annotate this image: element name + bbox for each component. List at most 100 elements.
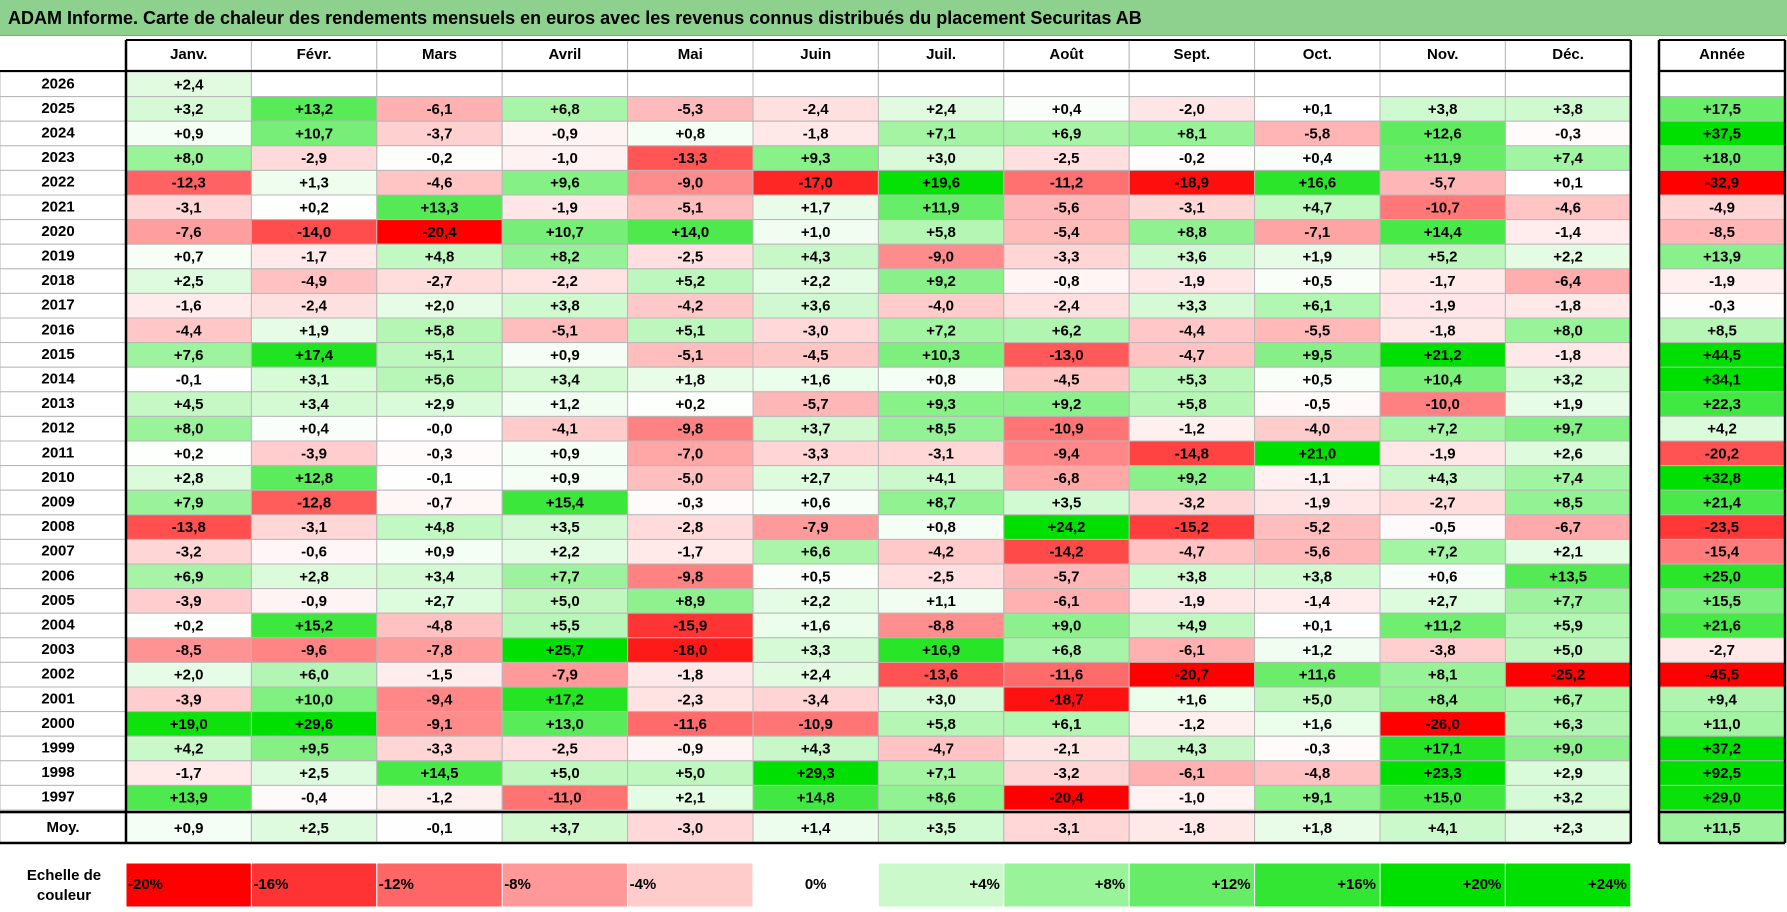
heatmap-cell-value: +4,2: [174, 740, 204, 757]
annual-cell: [1658, 71, 1786, 98]
heatmap-cell-value: -14,2: [1049, 544, 1083, 561]
annual-cell: [1658, 169, 1786, 196]
heatmap-cell-value: +7,2: [1428, 421, 1458, 438]
heatmap-cell-value: -3,3: [427, 740, 453, 757]
heatmap-cell: [627, 760, 754, 786]
heatmap-cell-value: +2,2: [1553, 248, 1583, 265]
heatmap-cell: [1128, 169, 1256, 196]
heatmap-cell: [752, 465, 879, 491]
heatmap-cell: [1379, 514, 1506, 540]
heatmap-cell-value: +2,1: [675, 790, 705, 807]
heatmap-cell-value: -6,1: [1179, 642, 1205, 659]
heatmap-cell-value: +5,8: [926, 716, 956, 733]
heatmap-cell: [376, 145, 503, 171]
heatmap-cell-value: -4,9: [301, 273, 327, 290]
heatmap-cell: [877, 169, 1005, 196]
heatmap-cell: [250, 292, 378, 319]
heatmap-cell: [1003, 317, 1130, 344]
heatmap-cell: [250, 735, 378, 762]
heatmap-cell-value: -5,7: [803, 396, 829, 413]
heatmap-cell-value: -9,4: [427, 691, 454, 708]
heatmap-cell-value: +4,3: [801, 740, 831, 757]
heatmap-cell: [1003, 686, 1130, 713]
heatmap-cell: [1254, 96, 1381, 122]
heatmap-cell: [376, 317, 503, 344]
heatmap-cell-value: +10,0: [295, 691, 333, 708]
annual-cell-value: +21,4: [1703, 494, 1742, 511]
year-header-label: Année: [1699, 46, 1745, 63]
heatmap-cell-value: +2,5: [174, 273, 204, 290]
heatmap-cell: [1254, 292, 1381, 319]
heatmap-cell-value: +0,5: [801, 568, 831, 585]
heatmap-cell-value: +0,4: [299, 421, 329, 438]
heatmap-cell-value: -1,2: [1179, 421, 1205, 438]
heatmap-cell: [1379, 563, 1506, 590]
heatmap-cell: [250, 489, 378, 516]
heatmap-cell-value: +6,8: [550, 101, 580, 118]
annual-cell-value: +92,5: [1703, 765, 1741, 782]
heatmap-cell: [752, 145, 879, 171]
heatmap-cell-value: -3,2: [176, 544, 202, 561]
heatmap-cell: [877, 194, 1005, 221]
heatmap-cell-value: -4,8: [427, 617, 453, 634]
annual-cell-value: +37,5: [1703, 125, 1741, 142]
heatmap-cell-value: +7,1: [926, 125, 956, 142]
heatmap-cell-value: -0,2: [427, 150, 453, 167]
scale-swatch: [1254, 862, 1381, 908]
heatmap-cell: [1128, 563, 1256, 590]
heatmap-cell-value: +3,4: [425, 568, 455, 585]
heatmap-cell-value: +3,4: [299, 396, 329, 413]
heatmap-cell-value: +4,1: [926, 470, 956, 487]
heatmap-cell: [376, 465, 503, 491]
average-cell-value: +0,9: [174, 820, 204, 837]
heatmap-cell: [376, 268, 503, 294]
row-year-label: 2016: [41, 321, 74, 338]
heatmap-cell-value: +7,6: [174, 347, 204, 364]
scale-swatch-label: -16%: [253, 876, 288, 893]
heatmap-cell-value: -1,8: [677, 667, 703, 684]
heatmap-cell: [1003, 612, 1130, 639]
scale-swatch-label: +8%: [1095, 876, 1125, 893]
scale-swatch-label: +12%: [1212, 876, 1251, 893]
average-cell-value: -0,1: [427, 820, 453, 837]
heatmap-cell-value: -9,8: [677, 568, 703, 585]
heatmap-cell-value: -0,2: [1179, 150, 1205, 167]
column-header-cell: [125, 39, 252, 71]
annual-cell-value: +8,5: [1707, 322, 1737, 339]
heatmap-cell: [1128, 588, 1256, 614]
heatmap-cell-value: -4,6: [1555, 199, 1581, 216]
heatmap-cell-value: +0,2: [299, 199, 329, 216]
average-cell: [1254, 812, 1381, 844]
heatmap-cell-value: +3,6: [1177, 248, 1207, 265]
row-year-cell: [0, 243, 127, 270]
row-year-label: 1997: [41, 789, 74, 806]
heatmap-cell: [250, 538, 378, 565]
row-year-label: 2018: [41, 272, 74, 289]
column-header-label: Janv.: [170, 46, 207, 63]
heatmap-cell-value: +1,9: [299, 322, 329, 339]
average-cell-value: +1,8: [1302, 820, 1332, 837]
heatmap-cell-value: -0,1: [427, 470, 453, 487]
heatmap-cell: [125, 637, 252, 663]
heatmap-cell: [627, 120, 754, 147]
heatmap-cell: [752, 637, 879, 663]
heatmap-cell: [752, 71, 879, 98]
heatmap-cell: [627, 366, 754, 393]
heatmap-cell-value: +17,2: [546, 691, 584, 708]
heatmap-cell-value: -5,6: [1304, 544, 1330, 561]
annual-cell-value: -15,4: [1705, 544, 1740, 561]
heatmap-cell: [627, 145, 754, 171]
heatmap-cell-value: +0,2: [174, 617, 204, 634]
heatmap-cell-value: -9,8: [677, 421, 703, 438]
row-year-cell: [0, 514, 127, 540]
heatmap-cell-value: +3,2: [1553, 790, 1583, 807]
row-year-cell: [0, 784, 127, 811]
heatmap-cell-value: -2,5: [677, 248, 703, 265]
heatmap-cell-value: +7,2: [926, 322, 956, 339]
annual-cell-value: -32,9: [1705, 175, 1739, 192]
heatmap-cell: [501, 120, 629, 147]
heatmap-cell-value: +8,9: [675, 593, 705, 610]
heatmap-cell-value: +10,3: [922, 347, 960, 364]
heatmap-cell: [1379, 784, 1506, 811]
heatmap-cell: [1128, 219, 1256, 245]
